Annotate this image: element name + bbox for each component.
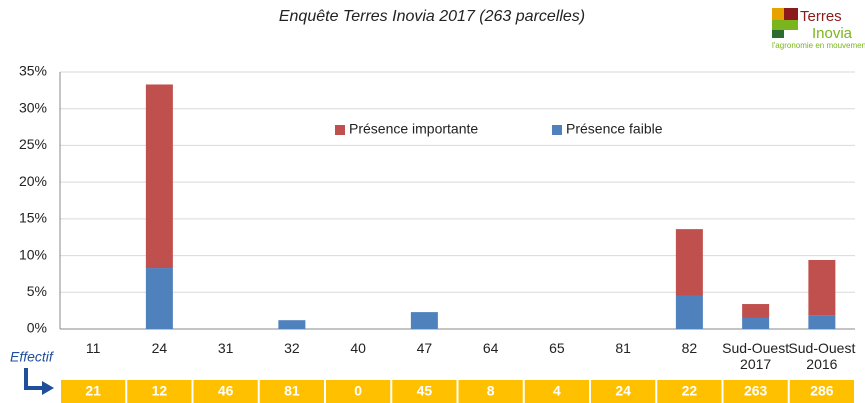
- legend-label: Présence faible: [566, 121, 663, 137]
- count-value: 12: [152, 383, 168, 399]
- y-tick-label: 0%: [27, 320, 47, 336]
- count-value: 81: [284, 383, 300, 399]
- count-value: 45: [417, 383, 433, 399]
- bar-segment: [675, 229, 703, 296]
- count-cell: [789, 380, 854, 403]
- x-tick-label: Sud-Ouest 2016: [788, 340, 856, 372]
- y-tick-label: 5%: [27, 283, 47, 299]
- legend-swatch: [335, 125, 345, 135]
- logo-tagline: l'agronomie en mouvement: [772, 41, 865, 50]
- y-tick-label: 10%: [19, 246, 47, 262]
- logo-text: Inovia: [812, 25, 853, 42]
- bar-segment: [742, 304, 770, 318]
- count-value: 286: [810, 383, 834, 399]
- logo-text: Terres: [800, 8, 842, 25]
- count-cell: [326, 380, 391, 403]
- count-cell: [127, 380, 192, 403]
- bar-segment: [742, 317, 770, 329]
- chart-subtitle: Enquête Terres Inovia 2017 (263 parcelle…: [279, 8, 585, 25]
- x-tick-label: 47: [416, 340, 433, 356]
- count-value: 4: [553, 383, 561, 399]
- logo-square: [772, 30, 784, 38]
- count-cell: [61, 380, 126, 403]
- bar-segment: [278, 320, 306, 329]
- count-cell: [657, 380, 722, 403]
- x-tick-label: Sud-Ouest 2017: [722, 340, 790, 372]
- count-value: 24: [615, 383, 631, 399]
- x-tick-label: 32: [284, 340, 300, 356]
- count-cell: [392, 380, 457, 403]
- y-tick-label: 35%: [19, 63, 47, 79]
- x-tick-label: 81: [615, 340, 631, 356]
- bar-segment: [410, 312, 438, 329]
- count-cell: [458, 380, 523, 403]
- count-cell: [524, 380, 589, 403]
- y-tick-label: 30%: [19, 99, 47, 115]
- bar-segment: [808, 259, 836, 316]
- x-tick-label: 65: [549, 340, 565, 356]
- bar-segment: [675, 295, 703, 329]
- y-tick-label: 15%: [19, 210, 47, 226]
- x-tick-label: 31: [217, 340, 234, 356]
- legend-label: Présence importante: [349, 121, 478, 137]
- count-value: 22: [682, 383, 698, 399]
- bar-segment: [145, 84, 173, 269]
- x-tick-label: 24: [151, 340, 168, 356]
- count-value: 21: [85, 383, 101, 399]
- x-tick-label: 40: [350, 340, 366, 356]
- count-value: 0: [354, 383, 362, 399]
- y-tick-label: 25%: [19, 136, 47, 152]
- logo-square: [784, 8, 798, 20]
- arrow-head: [42, 381, 54, 395]
- legend-swatch: [552, 125, 562, 135]
- count-cell: [591, 380, 656, 403]
- logo: Terres Inovia l'agronomie en mouvement: [772, 8, 865, 50]
- y-tick-label: 20%: [19, 173, 47, 189]
- count-value: 263: [744, 383, 768, 399]
- bar-segment: [145, 268, 173, 329]
- logo-square: [772, 8, 784, 20]
- arrow: [24, 368, 44, 390]
- logo-square: [772, 20, 798, 30]
- count-value: 46: [218, 383, 234, 399]
- bar-segment: [808, 315, 836, 329]
- count-cell: [259, 380, 324, 403]
- count-cell: [723, 380, 788, 403]
- x-tick-label: 11: [85, 340, 101, 356]
- count-label: Effectif: [10, 349, 55, 365]
- x-tick-label: 82: [681, 340, 698, 356]
- count-value: 8: [487, 383, 495, 399]
- x-tick-label: 64: [482, 340, 499, 356]
- count-cell: [193, 380, 258, 403]
